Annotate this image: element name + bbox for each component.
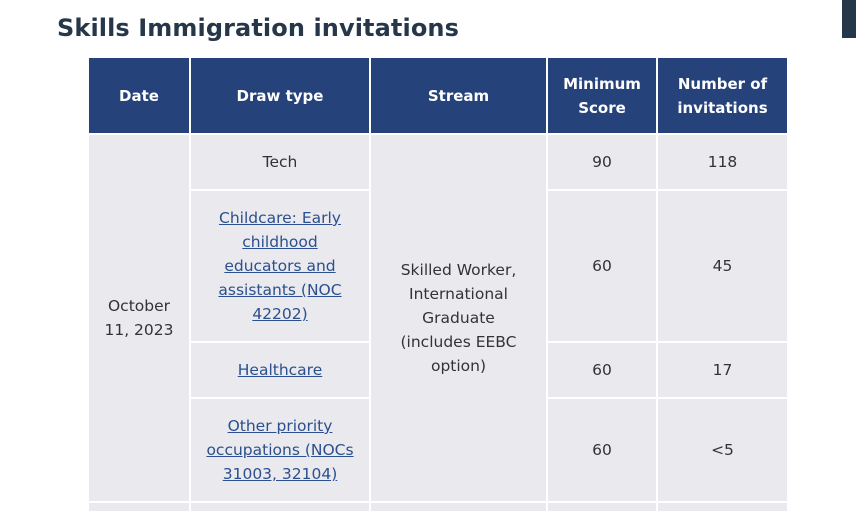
draw-type-link-healthcare[interactable]: Healthcare — [237, 361, 323, 379]
table-row: Other priority occupations (NOCs 31003, … — [89, 397, 787, 503]
date-cell: October 11, 2023 — [89, 133, 191, 503]
page-title: Skills Immigration invitations — [57, 14, 459, 42]
table-row: October 11, 2023 Tech Skilled Worker, In… — [89, 133, 787, 503]
header-stream: Stream — [369, 58, 548, 135]
stub-cell — [546, 501, 658, 512]
draw-type-cell: Healthcare — [190, 341, 371, 399]
stub-cell — [656, 501, 787, 512]
table-row-partial — [89, 501, 787, 512]
header-invitations: Number of invitations — [656, 58, 787, 135]
invitations-cell: 118 — [656, 133, 787, 191]
draw-type-link-childcare[interactable]: Childcare: Early childhood educators and… — [218, 209, 342, 323]
invitations-cell: <5 — [656, 397, 787, 503]
draw-type-cell: Other priority occupations (NOCs 31003, … — [190, 397, 371, 503]
stream-cell: Skilled Worker, International Graduate (… — [369, 133, 548, 503]
header-date: Date — [89, 58, 191, 135]
header-draw-type: Draw type — [189, 58, 371, 135]
header-min-score: Minimum Score — [546, 58, 658, 135]
min-score-cell: 60 — [546, 397, 658, 503]
table-row: Childcare: Early childhood educators and… — [89, 189, 787, 343]
draw-type-link-other-priority[interactable]: Other priority occupations (NOCs 31003, … — [206, 417, 354, 483]
min-score-cell: 60 — [546, 341, 658, 399]
min-score-cell: 60 — [546, 189, 658, 343]
stub-cell — [89, 501, 191, 512]
min-score-cell: 90 — [546, 133, 658, 191]
corner-tab — [842, 0, 856, 38]
invitations-table: Date Draw type Stream Minimum Score Numb… — [89, 58, 787, 512]
stub-cell — [369, 501, 548, 512]
table-row: Healthcare 60 17 — [89, 341, 787, 399]
invitations-cell: 45 — [656, 189, 787, 343]
draw-type-cell: Tech — [189, 133, 371, 191]
invitations-cell: 17 — [656, 341, 787, 399]
stub-cell — [189, 501, 371, 512]
draw-type-cell: Childcare: Early childhood educators and… — [190, 189, 371, 343]
table-header-row: Date Draw type Stream Minimum Score Numb… — [89, 58, 787, 135]
